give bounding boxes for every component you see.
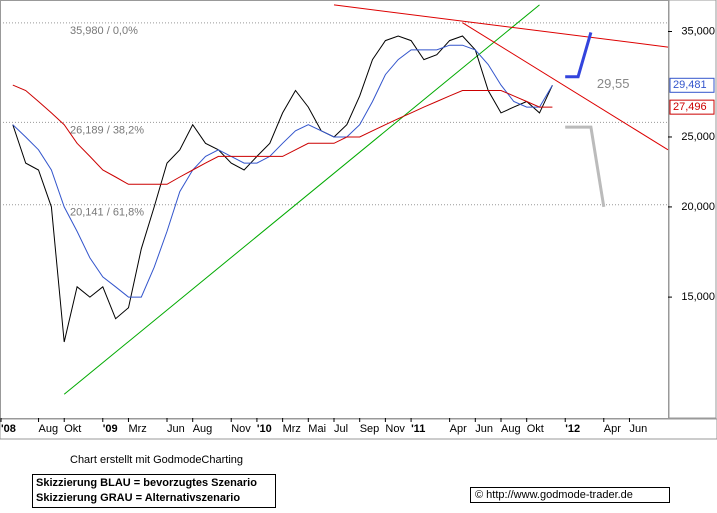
annotation: 29,55	[597, 76, 630, 91]
legend-box: Skizzierung BLAU = bevorzugtes Szenario …	[32, 474, 276, 508]
last-value-label: 27,496	[673, 101, 707, 113]
trend-line	[462, 22, 669, 151]
trend-line	[565, 125, 606, 208]
x-tick-label: Okt	[64, 423, 81, 435]
x-tick-label: Jun	[167, 423, 185, 435]
x-tick-label: '10	[257, 423, 272, 435]
x-tick-label: '08	[1, 423, 16, 435]
level-label: 26,189 / 38,2%	[70, 124, 144, 136]
last-value-box	[669, 99, 715, 115]
trend-line	[333, 4, 669, 48]
x-tick-label: Apr	[604, 423, 621, 435]
x-tick-label: Mai	[308, 423, 326, 435]
credit: Chart erstellt mit GodmodeCharting	[70, 454, 244, 466]
level-label: 20,141 / 61,8%	[70, 207, 144, 219]
x-axis-panel	[0, 418, 717, 440]
x-tick-label: Mrz	[283, 423, 301, 435]
y-tick-label: 25,000	[681, 131, 715, 143]
chart: 35,980 / 0,0% 26,189 / 38,2% 20,141 / 61,8…	[0, 0, 717, 440]
series-line	[12, 44, 553, 298]
x-tick-label: Aug	[193, 423, 213, 435]
series-line	[12, 35, 553, 343]
x-tick-label: Jun	[475, 423, 493, 435]
x-tick-label: '12	[565, 423, 580, 435]
x-tick-label: Nov	[231, 423, 251, 435]
x-tick-label: Mrz	[128, 423, 146, 435]
last-value-box	[669, 77, 715, 93]
trend-line	[565, 31, 593, 79]
legend-line: Skizzierung GRAU = Alternativszenario	[36, 492, 241, 504]
x-tick-label: '11	[411, 423, 425, 435]
x-tick-label: Okt	[527, 423, 544, 435]
series-line	[12, 84, 553, 185]
y-axis-panel	[668, 0, 717, 419]
legend-line: Skizzierung BLAU = bevorzugtes Szenario	[36, 477, 257, 489]
x-tick-label: Apr	[450, 423, 467, 435]
x-tick-label: Aug	[39, 423, 59, 435]
plot-frame	[0, 0, 669, 419]
last-value-label: 29,481	[673, 79, 707, 91]
trend-line	[63, 4, 540, 395]
x-tick-label: '09	[103, 423, 118, 435]
level-label: 35,980 / 0,0%	[70, 25, 138, 37]
x-tick-label: Aug	[501, 423, 521, 435]
source[interactable]: © http://www.godmode-trader.de	[470, 487, 670, 503]
y-tick-label: 15,000	[681, 291, 715, 303]
x-tick-label: Jul	[334, 423, 348, 435]
x-tick-label: Nov	[385, 423, 405, 435]
y-tick-label: 35,000	[681, 25, 715, 37]
y-tick-label: 20,000	[681, 201, 715, 213]
x-tick-label: Jun	[629, 423, 647, 435]
x-tick-label: Sep	[360, 423, 380, 435]
